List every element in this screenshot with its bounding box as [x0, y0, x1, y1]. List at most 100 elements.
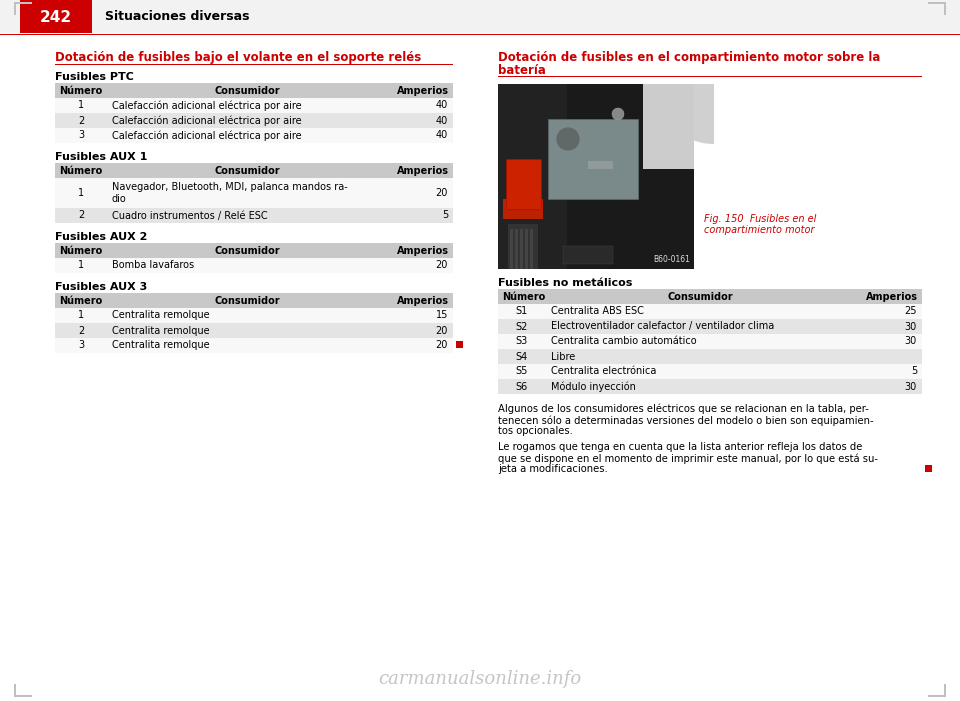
Text: batería: batería: [498, 64, 546, 77]
Text: 5: 5: [911, 367, 917, 376]
Text: carmanualsonline.info: carmanualsonline.info: [378, 670, 582, 688]
Text: 15: 15: [436, 311, 448, 320]
Text: Fusibles AUX 3: Fusibles AUX 3: [55, 282, 147, 292]
Text: Fusibles AUX 2: Fusibles AUX 2: [55, 232, 148, 242]
Text: 20: 20: [436, 261, 448, 271]
Bar: [0, 0, 960, 33]
Bar: [55, 64, 453, 65]
Text: Le rogamos que tenga en cuenta que la lista anterior refleja los datos de: Le rogamos que tenga en cuenta que la li…: [498, 442, 862, 452]
Text: Centralita remolque: Centralita remolque: [112, 341, 209, 350]
Bar: [498, 364, 922, 379]
Bar: [55, 308, 453, 323]
Text: Dotación de fusibles en el compartimiento motor sobre la: Dotación de fusibles en el compartimient…: [498, 51, 880, 64]
Text: 5: 5: [442, 210, 448, 221]
Text: Amperios: Amperios: [397, 86, 449, 95]
Bar: [503, 199, 543, 219]
Text: Número: Número: [59, 296, 103, 306]
Bar: [498, 379, 922, 394]
Text: 242: 242: [40, 10, 72, 25]
Text: 20: 20: [436, 325, 448, 336]
Text: S1: S1: [516, 306, 528, 316]
Bar: [498, 319, 922, 334]
Text: Calefacción adicional eléctrica por aire: Calefacción adicional eléctrica por aire: [112, 115, 301, 125]
Bar: [498, 289, 922, 304]
Text: 1: 1: [78, 188, 84, 198]
Bar: [55, 113, 453, 128]
Text: Electroventilador calefactor / ventilador clima: Electroventilador calefactor / ventilado…: [551, 322, 775, 332]
Bar: [14, 695, 32, 697]
Text: 2: 2: [78, 210, 84, 221]
Text: compartimiento motor: compartimiento motor: [704, 225, 814, 235]
Bar: [548, 119, 638, 199]
Text: B60-0161: B60-0161: [653, 255, 690, 264]
Bar: [515, 229, 518, 269]
Bar: [55, 243, 453, 258]
Text: Navegador, Bluetooth, MDI, palanca mandos ra-: Navegador, Bluetooth, MDI, palanca mando…: [112, 182, 348, 192]
Text: Calefacción adicional eléctrica por aire: Calefacción adicional eléctrica por aire: [112, 130, 301, 141]
Bar: [55, 98, 453, 113]
Bar: [14, 684, 16, 697]
Text: Cuadro instrumentos / Relé ESC: Cuadro instrumentos / Relé ESC: [112, 210, 268, 221]
Text: 40: 40: [436, 100, 448, 111]
Bar: [55, 163, 453, 178]
Text: Situaciones diversas: Situaciones diversas: [105, 11, 250, 24]
Bar: [928, 2, 946, 4]
Text: 40: 40: [436, 130, 448, 140]
Text: tos opcionales.: tos opcionales.: [498, 426, 573, 436]
Bar: [55, 83, 453, 98]
Text: Libre: Libre: [551, 351, 575, 362]
Bar: [55, 323, 453, 338]
Text: Número: Número: [59, 165, 103, 175]
Bar: [520, 229, 523, 269]
Text: Centralita electrónica: Centralita electrónica: [551, 367, 657, 376]
Text: Fig. 150  Fusibles en el: Fig. 150 Fusibles en el: [704, 214, 816, 224]
Text: Número: Número: [59, 86, 103, 95]
Text: tenecen sólo a determinadas versiones del modelo o bien son equipamien-: tenecen sólo a determinadas versiones de…: [498, 415, 874, 426]
Text: Amperios: Amperios: [866, 292, 918, 301]
Text: 25: 25: [904, 306, 917, 316]
Bar: [498, 84, 694, 269]
Bar: [14, 2, 16, 15]
Bar: [525, 229, 528, 269]
Text: Centralita ABS ESC: Centralita ABS ESC: [551, 306, 644, 316]
Text: 30: 30: [904, 381, 917, 391]
Text: 1: 1: [78, 100, 84, 111]
Text: S4: S4: [516, 351, 528, 362]
Text: Centralita cambio automático: Centralita cambio automático: [551, 336, 697, 346]
Circle shape: [556, 127, 580, 151]
Bar: [456, 341, 463, 348]
Text: que se dispone en el momento de imprimir este manual, por lo que está su-: que se dispone en el momento de imprimir…: [498, 453, 878, 463]
Bar: [14, 2, 32, 4]
Text: Consumidor: Consumidor: [214, 245, 279, 255]
Bar: [588, 161, 613, 169]
Text: Dotación de fusibles bajo el volante en el soporte relés: Dotación de fusibles bajo el volante en …: [55, 51, 421, 64]
Text: Centralita remolque: Centralita remolque: [112, 311, 209, 320]
Bar: [944, 684, 946, 697]
Text: Módulo inyección: Módulo inyección: [551, 381, 636, 392]
Text: Fusibles no metálicos: Fusibles no metálicos: [498, 278, 633, 288]
Bar: [944, 2, 946, 15]
Text: 20: 20: [436, 341, 448, 350]
Text: 3: 3: [78, 130, 84, 140]
Bar: [498, 84, 566, 269]
Text: 30: 30: [904, 322, 917, 332]
Bar: [498, 304, 922, 319]
Bar: [55, 258, 453, 273]
Text: Consumidor: Consumidor: [214, 296, 279, 306]
Text: S2: S2: [516, 322, 528, 332]
Bar: [563, 246, 613, 264]
Text: Algunos de los consumidores eléctricos que se relacionan en la tabla, per-: Algunos de los consumidores eléctricos q…: [498, 404, 869, 414]
Text: Amperios: Amperios: [397, 296, 449, 306]
Bar: [498, 334, 922, 349]
Bar: [55, 128, 453, 143]
Text: 20: 20: [436, 188, 448, 198]
Text: Consumidor: Consumidor: [214, 165, 279, 175]
Text: Fusibles PTC: Fusibles PTC: [55, 72, 133, 82]
Bar: [55, 338, 453, 353]
Text: dio: dio: [112, 194, 127, 204]
Text: Calefacción adicional eléctrica por aire: Calefacción adicional eléctrica por aire: [112, 100, 301, 111]
Wedge shape: [654, 84, 714, 144]
Text: 1: 1: [78, 311, 84, 320]
Bar: [55, 293, 453, 308]
Bar: [506, 159, 541, 209]
